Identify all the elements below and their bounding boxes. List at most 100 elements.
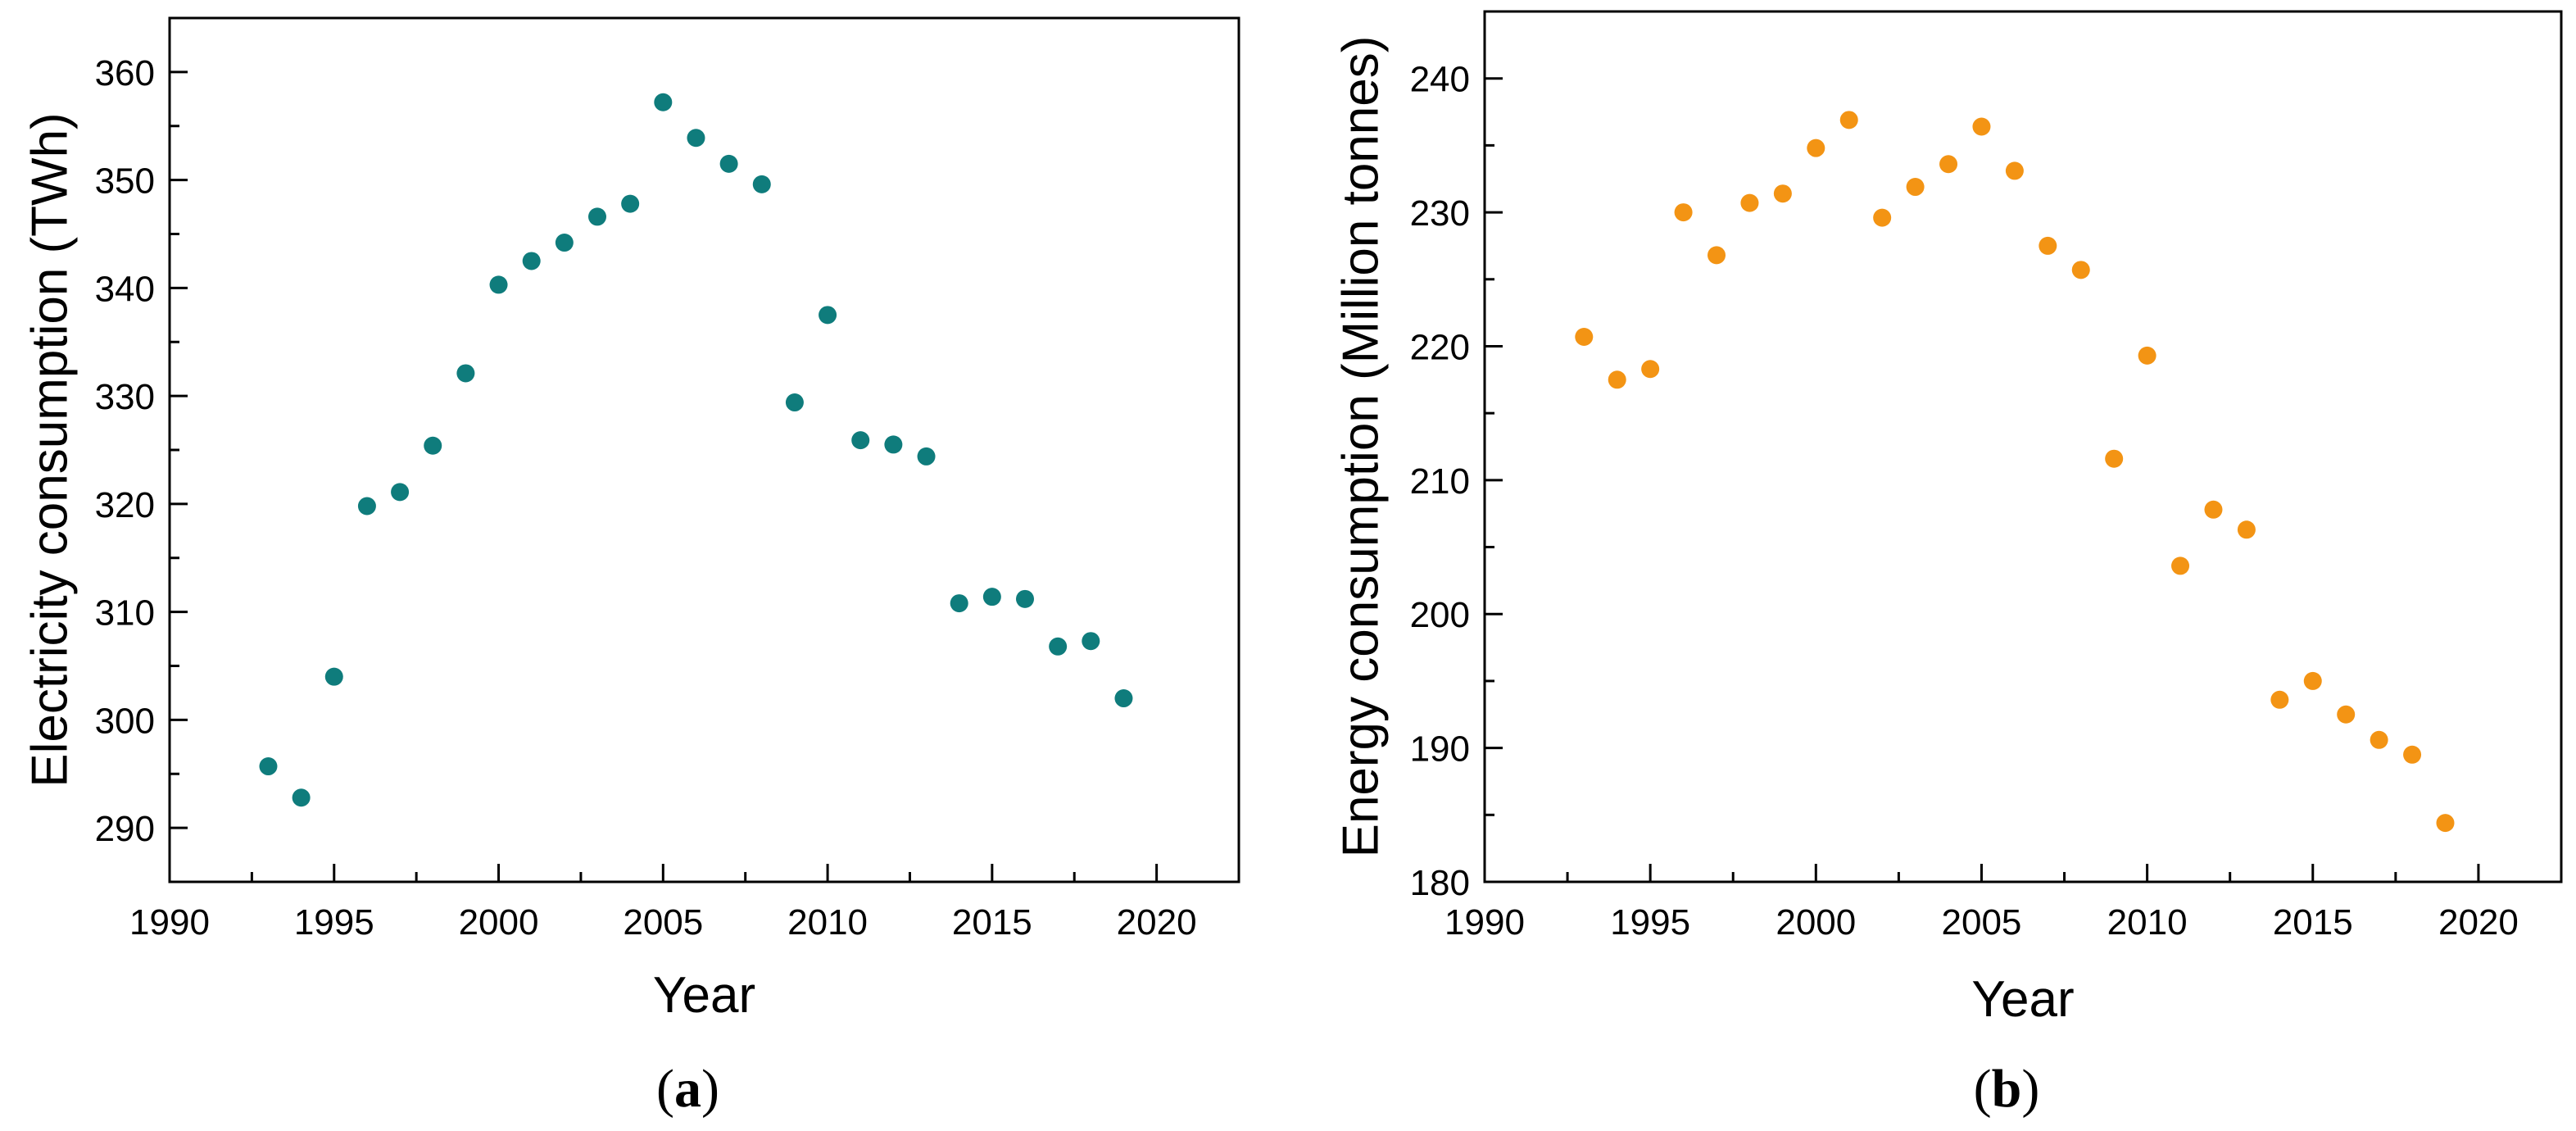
data-point: [1641, 360, 1660, 379]
x-tick-label: 2010: [2107, 902, 2188, 942]
y-tick-label: 220: [1410, 327, 1470, 367]
x-tick-labels: 1990 1995 2000 2005 2010 2015 2020: [129, 902, 1197, 942]
y-tick-label: 300: [95, 701, 155, 741]
data-point: [1016, 589, 1034, 608]
plot-frame: [168, 16, 1240, 883]
panel-label: (a): [656, 1059, 719, 1119]
data-point: [950, 594, 968, 613]
data-point: [391, 483, 410, 502]
x-axis-title: Year: [1971, 971, 2074, 1028]
data-point: [1049, 637, 1068, 656]
data-point: [1939, 155, 1958, 174]
y-tick-label: 190: [1410, 729, 1470, 770]
panel-label: (b): [1974, 1059, 2040, 1119]
data-point: [357, 497, 376, 516]
data-point: [785, 393, 804, 412]
data-point: [1708, 246, 1726, 265]
x-tick-label: 2020: [2438, 902, 2519, 942]
data-point: [1114, 689, 1133, 708]
data-points: [1575, 111, 2455, 833]
data-point: [588, 207, 606, 226]
x-tick-label: 2020: [1117, 902, 1197, 942]
y-tick-label: 330: [95, 377, 155, 417]
data-points: [259, 93, 1133, 807]
y-tick-label: 360: [95, 53, 155, 93]
data-point: [324, 667, 343, 686]
x-tick-label: 1990: [1444, 902, 1525, 942]
x-tick-label: 2000: [459, 902, 539, 942]
data-point: [259, 757, 278, 776]
data-point: [2204, 500, 2223, 519]
data-point: [1972, 117, 1991, 136]
data-point: [917, 447, 936, 466]
y-tick-label: 310: [95, 593, 155, 634]
x-tick-label: 2015: [2273, 902, 2353, 942]
data-point: [2436, 814, 2455, 833]
x-tick-labels: 1990 1995 2000 2005 2010 2015 2020: [1444, 902, 2519, 942]
plot-frame: [1483, 10, 2563, 883]
data-point: [2171, 556, 2190, 575]
data-point: [1873, 208, 1892, 227]
x-tick-label: 1995: [294, 902, 374, 942]
x-tick-label: 2005: [1942, 902, 2022, 942]
y-tick-label: 230: [1410, 193, 1470, 234]
data-point: [1674, 203, 1693, 222]
y-tick-label: 340: [95, 269, 155, 309]
data-point: [1773, 184, 1792, 203]
panel-a: 1990 1995 2000 2005 2010 2015 2020 290 300 310 32…: [22, 16, 1240, 1119]
data-point: [424, 436, 442, 455]
x-axis-title: Year: [653, 967, 755, 1024]
y-tick-label: 210: [1410, 461, 1470, 502]
data-point: [2303, 671, 2322, 690]
x-tick-label: 2005: [623, 902, 703, 942]
data-point: [1082, 632, 1100, 651]
data-point: [2237, 520, 2256, 539]
y-tick-label: 180: [1410, 863, 1470, 903]
data-point: [2105, 449, 2124, 468]
y-tick-label: 240: [1410, 60, 1470, 100]
y-tick-label: 320: [95, 485, 155, 525]
y-tick-label: 290: [95, 809, 155, 849]
y-axis-title: Energy consumption (Million tonnes): [1333, 36, 1390, 858]
x-tick-label: 2010: [787, 902, 868, 942]
data-point: [456, 364, 475, 383]
y-tick-label: 200: [1410, 595, 1470, 635]
data-point: [851, 431, 870, 450]
data-point: [555, 234, 574, 252]
data-point: [2337, 705, 2356, 724]
data-point: [2005, 161, 2024, 180]
y-tick-labels: 180 190 200 210 220 230 240: [1410, 60, 1470, 903]
data-point: [621, 194, 640, 213]
data-point: [654, 93, 673, 111]
data-point: [982, 588, 1001, 606]
data-point: [2071, 261, 2090, 279]
data-point: [1608, 370, 1626, 389]
data-point: [819, 306, 837, 325]
data-point: [719, 154, 738, 173]
data-point: [1839, 111, 1858, 129]
data-point: [2403, 745, 2422, 764]
y-tick-labels: 290 300 310 320 330 340 350 360: [95, 53, 155, 849]
y-tick-label: 350: [95, 161, 155, 202]
x-tick-label: 1995: [1610, 902, 1690, 942]
x-tick-label: 2000: [1776, 902, 1856, 942]
data-point: [687, 129, 705, 148]
data-point: [1906, 178, 1925, 197]
data-point: [1807, 139, 1825, 157]
tick-marks: [1483, 10, 2563, 883]
panel-b: 1990 1995 2000 2005 2010 2015 2020 180 190 200 21…: [1333, 10, 2563, 1119]
data-point: [292, 788, 311, 807]
data-point: [2370, 730, 2388, 749]
tick-marks: [168, 16, 1240, 883]
data-point: [884, 435, 903, 454]
data-point: [2138, 346, 2156, 365]
data-point: [752, 175, 771, 193]
data-point: [522, 252, 541, 270]
x-tick-label: 2015: [952, 902, 1032, 942]
data-point: [2039, 236, 2057, 255]
data-point: [489, 275, 508, 294]
data-point: [1575, 328, 1594, 347]
x-tick-label: 1990: [129, 902, 210, 942]
data-point: [1740, 193, 1759, 212]
